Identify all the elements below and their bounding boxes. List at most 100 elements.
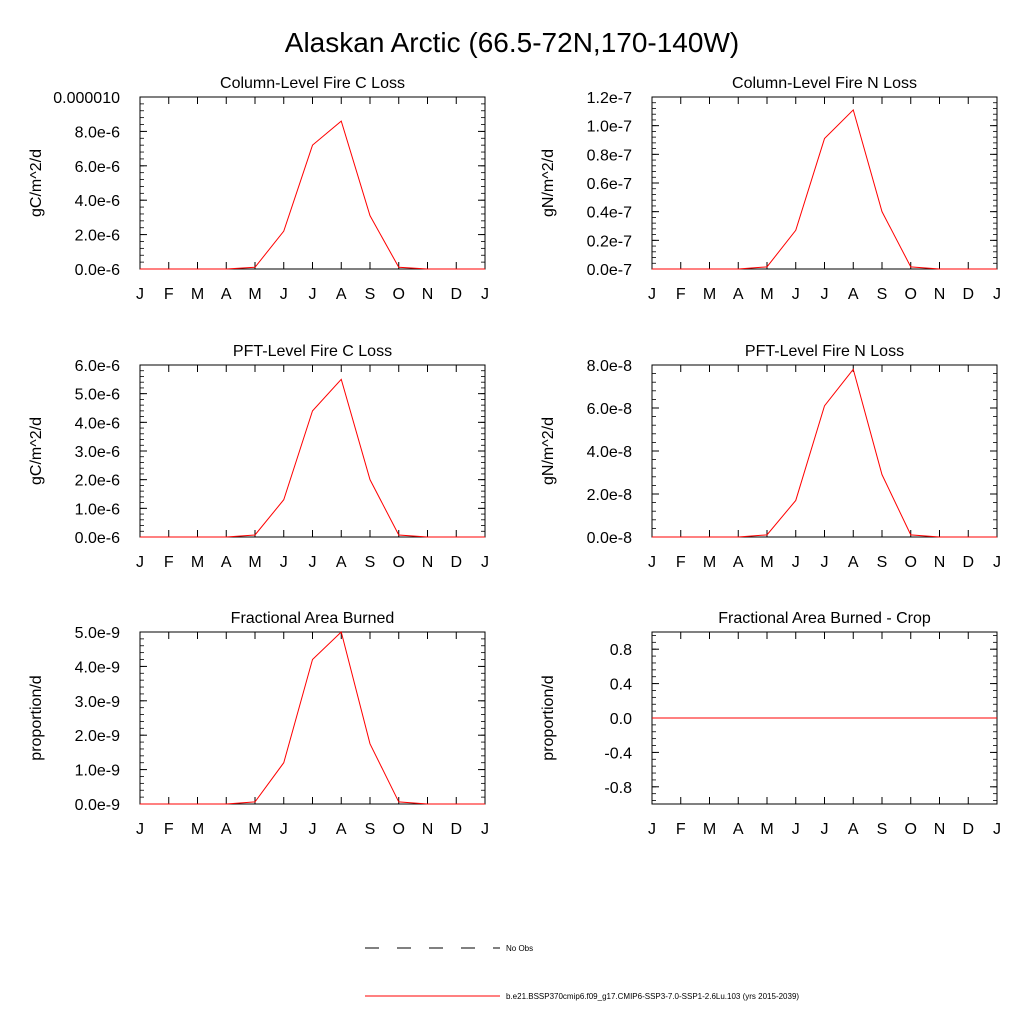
y-axis-label: proportion/d	[28, 675, 45, 760]
y-tick-label: -0.8	[604, 780, 632, 797]
x-tick-label: J	[280, 554, 288, 571]
x-tick-label: J	[280, 286, 288, 303]
legend-model-label: b.e21.BSSP370cmip6.f09_g17.CMIP6-SSP3-7.…	[506, 992, 799, 1001]
y-tick-label: 6.0e-6	[75, 358, 120, 375]
y-tick-label: 1.0e-6	[75, 501, 120, 518]
y-tick-label: 6.0e-6	[75, 159, 120, 176]
x-tick-label: A	[336, 821, 347, 838]
x-tick-label: S	[877, 554, 888, 571]
x-tick-label: O	[905, 554, 917, 571]
y-tick-label: 0.0	[610, 711, 632, 728]
x-tick-label: J	[280, 821, 288, 838]
panel-title: Fractional Area Burned	[231, 610, 395, 627]
x-tick-label: A	[848, 286, 859, 303]
x-tick-label: M	[760, 286, 773, 303]
y-axis-label: gC/m^2/d	[28, 149, 45, 217]
x-tick-label: J	[481, 554, 489, 571]
y-tick-label: 0.0e-7	[587, 262, 632, 279]
x-tick-label: J	[481, 821, 489, 838]
series-line-1	[140, 120, 485, 270]
x-tick-label: F	[676, 821, 686, 838]
x-tick-label: N	[422, 286, 434, 303]
x-tick-label: F	[164, 554, 174, 571]
y-tick-label: 4.0e-6	[75, 193, 120, 210]
y-axis-label: gC/m^2/d	[28, 417, 45, 485]
y-tick-label: 4.0e-6	[75, 415, 120, 432]
plot-frame	[139, 364, 486, 538]
y-tick-label: 5.0e-6	[75, 387, 120, 404]
y-tick-label: 3.0e-6	[75, 444, 120, 461]
x-tick-label: M	[703, 821, 716, 838]
x-tick-label: D	[962, 821, 974, 838]
x-tick-label: A	[733, 286, 744, 303]
x-tick-label: D	[450, 554, 462, 571]
x-tick-label: A	[848, 821, 859, 838]
x-tick-label: O	[905, 821, 917, 838]
x-tick-label: J	[993, 286, 1001, 303]
y-tick-label: 0.8e-7	[587, 147, 632, 164]
x-tick-label: S	[365, 554, 376, 571]
panel-title: Column-Level Fire N Loss	[732, 75, 917, 92]
plot-frame	[139, 631, 486, 805]
x-tick-label: J	[481, 286, 489, 303]
x-tick-label: A	[336, 554, 347, 571]
y-tick-label: 0.6e-7	[587, 176, 632, 193]
figure-title: Alaskan Arctic (66.5-72N,170-140W)	[285, 27, 739, 58]
x-tick-label: J	[648, 821, 656, 838]
x-tick-label: N	[934, 554, 946, 571]
x-tick-label: F	[676, 554, 686, 571]
x-tick-label: S	[365, 821, 376, 838]
y-tick-label: -0.4	[604, 745, 632, 762]
x-tick-label: N	[422, 554, 434, 571]
x-tick-label: D	[962, 554, 974, 571]
panel-title: PFT-Level Fire N Loss	[745, 343, 904, 360]
series-line-1	[140, 378, 485, 538]
panel-title: Fractional Area Burned - Crop	[718, 610, 931, 627]
plot-frame	[651, 364, 998, 538]
series-line-1	[140, 631, 485, 805]
x-tick-label: O	[393, 286, 405, 303]
x-tick-label: J	[792, 821, 800, 838]
x-tick-label: M	[760, 554, 773, 571]
x-tick-label: M	[248, 821, 261, 838]
x-tick-label: M	[703, 286, 716, 303]
x-tick-label: J	[309, 554, 317, 571]
x-tick-label: J	[821, 554, 829, 571]
y-tick-label: 8.0e-8	[587, 358, 632, 375]
x-tick-label: J	[993, 554, 1001, 571]
plot-frame	[651, 96, 998, 270]
y-tick-label: 0.000010	[53, 90, 120, 107]
x-tick-label: O	[393, 554, 405, 571]
x-tick-label: F	[164, 821, 174, 838]
x-tick-label: N	[934, 286, 946, 303]
x-tick-label: J	[648, 554, 656, 571]
x-tick-label: M	[760, 821, 773, 838]
x-tick-label: O	[393, 821, 405, 838]
x-tick-label: A	[733, 554, 744, 571]
y-tick-label: 0.0e-6	[75, 262, 120, 279]
panel-title: PFT-Level Fire C Loss	[233, 343, 392, 360]
x-tick-label: A	[221, 821, 232, 838]
x-tick-label: N	[934, 821, 946, 838]
y-tick-label: 0.2e-7	[587, 233, 632, 250]
x-tick-label: S	[877, 821, 888, 838]
x-tick-label: J	[309, 821, 317, 838]
x-tick-label: S	[365, 286, 376, 303]
x-tick-label: D	[962, 286, 974, 303]
x-tick-label: J	[136, 554, 144, 571]
y-tick-label: 0.0e-8	[587, 530, 632, 547]
x-tick-label: M	[191, 286, 204, 303]
y-axis-label: gN/m^2/d	[540, 417, 557, 485]
x-tick-label: J	[792, 554, 800, 571]
x-tick-label: M	[703, 554, 716, 571]
x-tick-label: M	[191, 821, 204, 838]
x-tick-label: D	[450, 821, 462, 838]
x-tick-label: M	[191, 554, 204, 571]
y-tick-label: 0.4	[610, 677, 632, 694]
x-tick-label: J	[993, 821, 1001, 838]
